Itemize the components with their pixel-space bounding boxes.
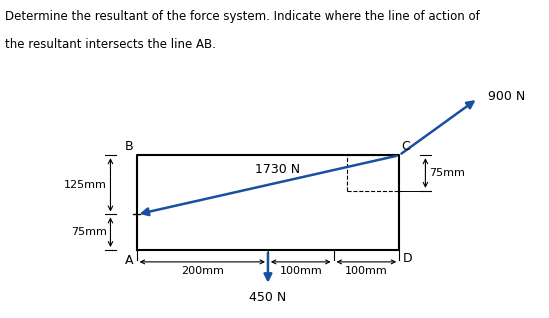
Text: 450 N: 450 N	[249, 291, 287, 304]
Text: 1730 N: 1730 N	[255, 163, 300, 176]
Text: 75mm: 75mm	[429, 168, 464, 178]
Text: C: C	[401, 140, 410, 153]
Text: 100mm: 100mm	[345, 266, 388, 276]
Text: Determine the resultant of the force system. Indicate where the line of action o: Determine the resultant of the force sys…	[5, 10, 480, 23]
Text: 200mm: 200mm	[181, 266, 224, 276]
Text: 75mm: 75mm	[71, 227, 107, 237]
Text: B: B	[125, 140, 133, 153]
Text: 125mm: 125mm	[64, 180, 107, 190]
Text: A: A	[125, 254, 133, 267]
Text: 100mm: 100mm	[279, 266, 322, 276]
Text: D: D	[402, 252, 412, 266]
Text: the resultant intersects the line AB.: the resultant intersects the line AB.	[5, 38, 216, 51]
Text: 900 N: 900 N	[488, 90, 525, 102]
